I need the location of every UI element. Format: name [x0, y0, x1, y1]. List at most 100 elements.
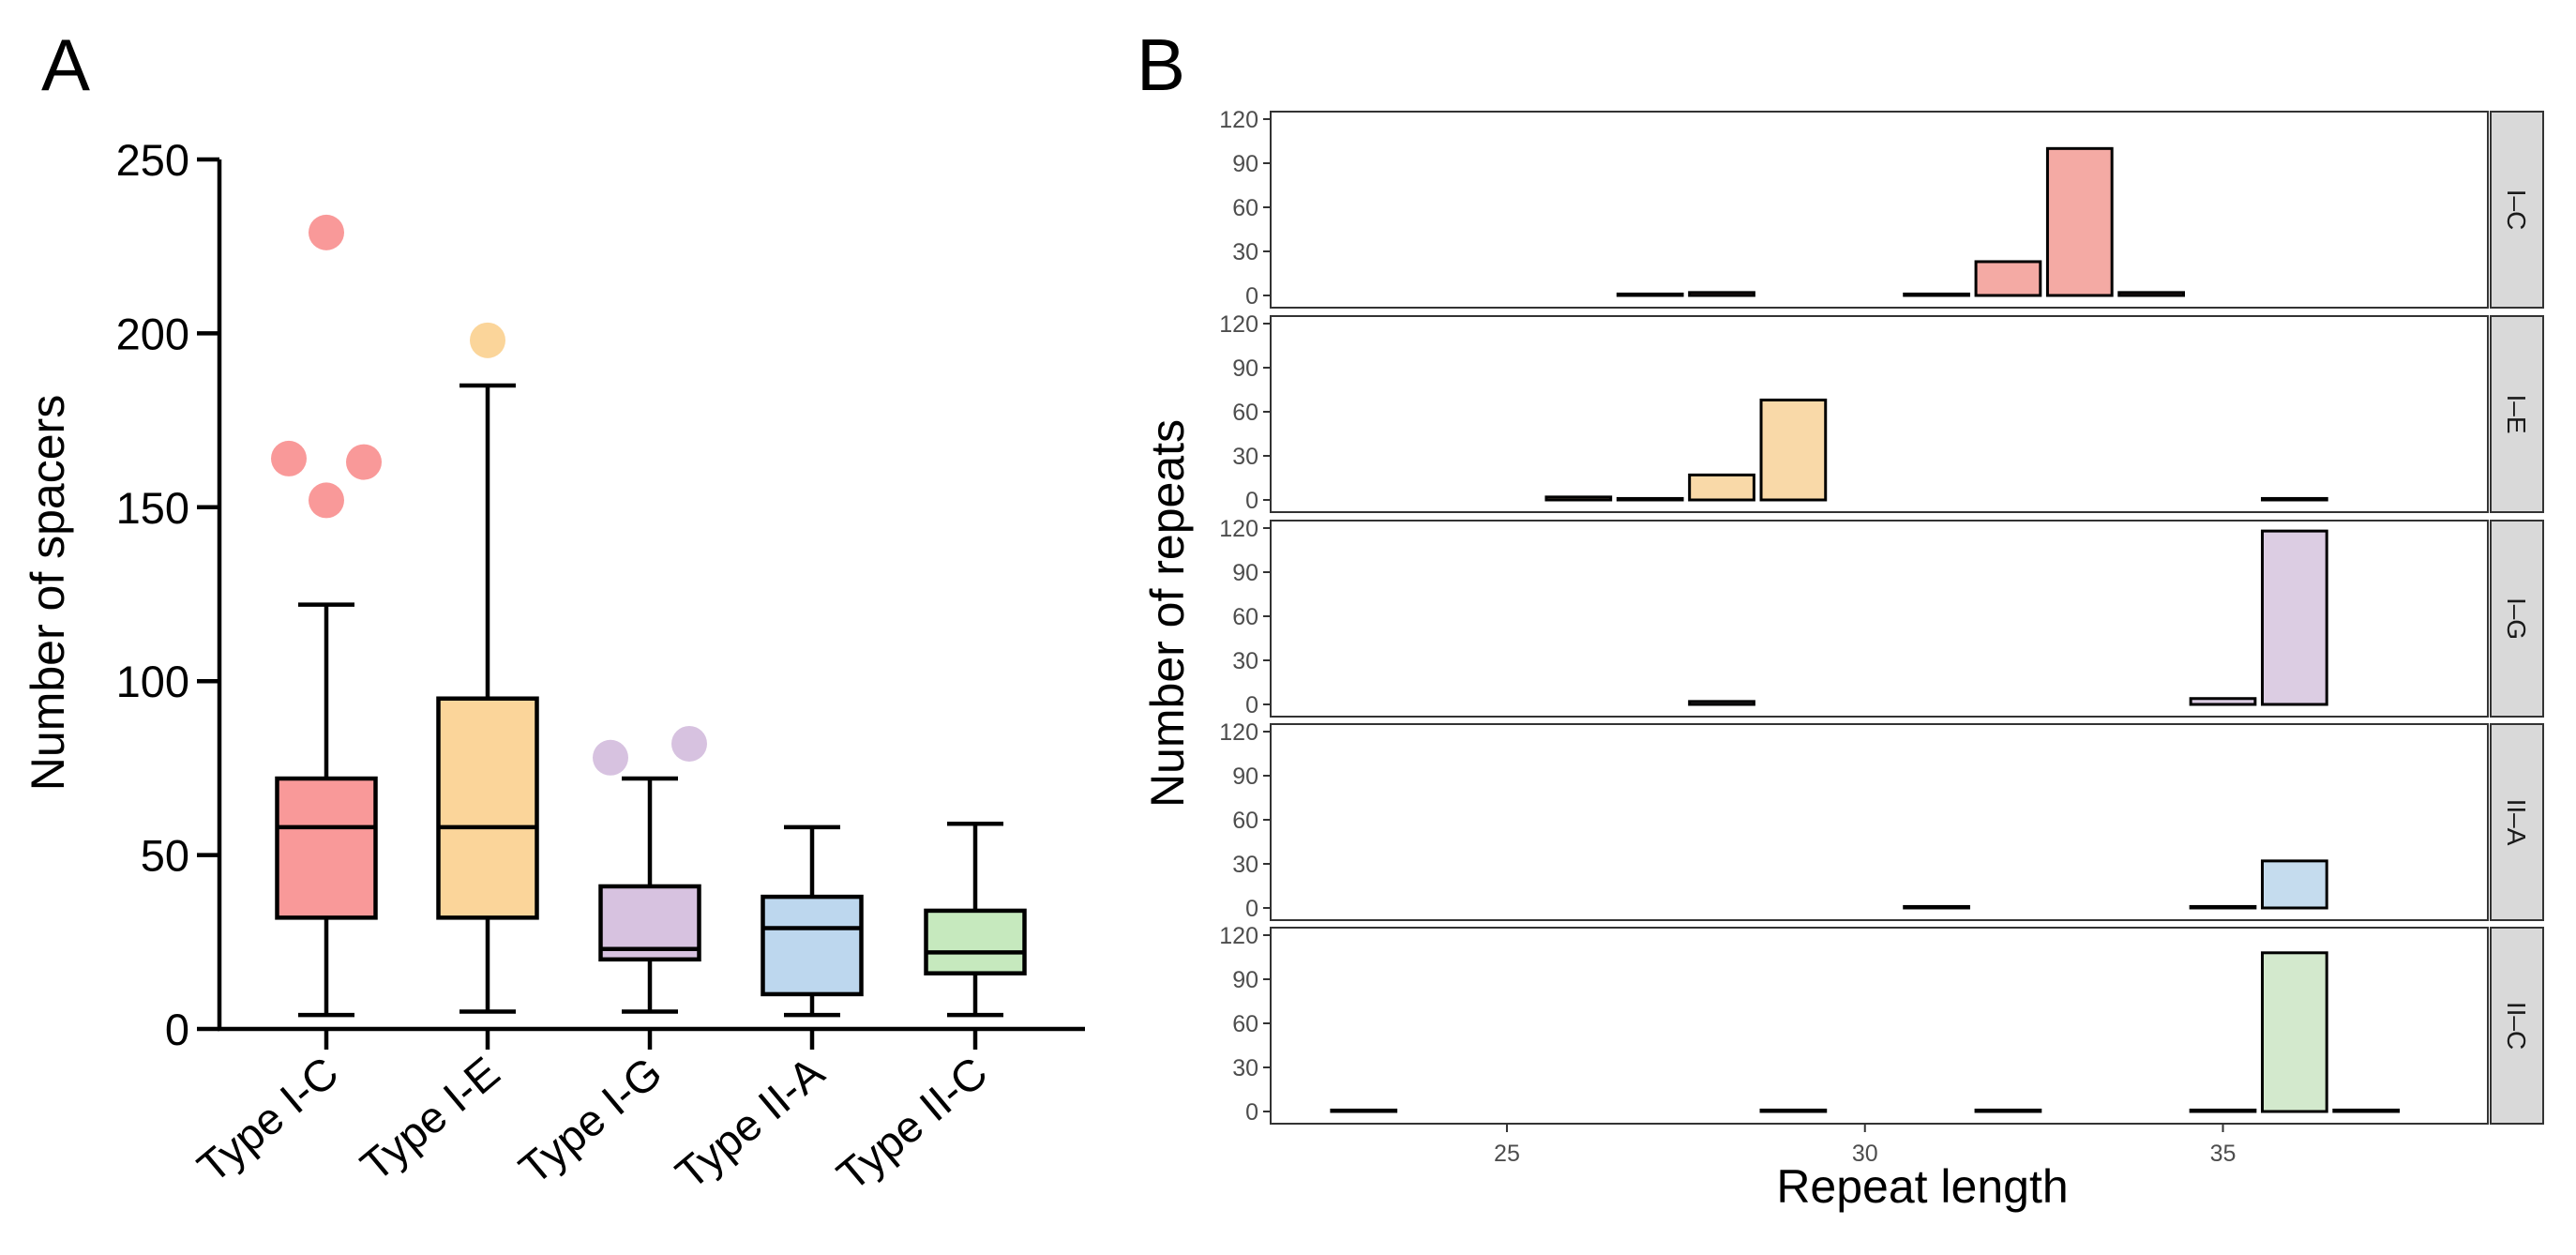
y-tick-label: 60 [1232, 808, 1258, 834]
y-tick-label: 100 [116, 657, 189, 706]
histogram-bar [1974, 1108, 2042, 1113]
y-tick-label: 60 [1232, 195, 1258, 221]
y-tick-label: 120 [1219, 107, 1258, 133]
y-tick-label: 30 [1232, 444, 1258, 470]
histogram-bar [1688, 291, 1755, 297]
box-type-i-g [593, 725, 707, 1014]
histogram-bar [1759, 1108, 1828, 1113]
panel-a-label: A [41, 23, 90, 106]
histogram-bar [1616, 292, 1684, 297]
facet-strip-label: II–C [2502, 1002, 2531, 1050]
facet-strip-label: I–E [2502, 394, 2531, 433]
histogram-bar [2260, 529, 2328, 706]
histogram-bar [2260, 496, 2328, 502]
histogram-bar [2045, 146, 2114, 297]
outlier-point [593, 739, 628, 776]
box-iqr [924, 908, 1027, 975]
x-tick-label: Type I-G [509, 1047, 670, 1193]
x-tick-label: Type II-A [666, 1047, 834, 1199]
repeat-length-histograms: I–C0306090120I–E0306090120I–G0306090120I… [1141, 107, 2544, 1213]
outlier-point [271, 440, 307, 476]
facet-ii-c: II–C 0 30 60 90 120 [1219, 923, 2544, 1126]
histogram-bar [1903, 292, 1970, 297]
histogram-bar [1688, 700, 1755, 706]
histogram-bar [2189, 904, 2257, 910]
box-type-ii-a [761, 824, 864, 1018]
box-type-ii-c [924, 821, 1027, 1018]
histogram-bar [1330, 1108, 1398, 1113]
histogram-bar [2260, 951, 2328, 1113]
facet-i-g: I–G 0 30 60 90 120 [1219, 516, 2544, 718]
box-iqr [275, 776, 378, 920]
y-tick-label: 90 [1232, 560, 1258, 586]
facet-strip-label: II–A [2502, 799, 2531, 846]
x-tick-label: Type II-C [827, 1047, 996, 1200]
x-tick-label: 25 [1494, 1141, 1520, 1167]
y-tick-label: 120 [1219, 311, 1258, 338]
y-tick-label: 0 [1245, 1099, 1258, 1126]
box-type-i-c [271, 214, 382, 1018]
histogram-bar [1903, 904, 1970, 910]
facet-i-e: I–E 0 30 60 90 120 [1219, 311, 2544, 514]
y-tick-label: 30 [1232, 1055, 1258, 1081]
y-tick-label: 90 [1232, 355, 1258, 382]
boxplot-y-axis-title: Number of spacers [22, 395, 74, 791]
outlier-point [309, 482, 344, 519]
box-iqr [436, 696, 539, 920]
outlier-point [671, 725, 707, 762]
histogram-bar [2332, 1108, 2401, 1113]
histogram-x-axis-title: Repeat length [1776, 1160, 2068, 1213]
y-tick-label: 250 [116, 135, 189, 185]
y-tick-label: 120 [1219, 923, 1258, 949]
y-tick-label: 30 [1232, 852, 1258, 878]
y-tick-label: 30 [1232, 239, 1258, 265]
facet-strip-label: I–C [2502, 189, 2531, 231]
histogram-bar [1544, 495, 1613, 502]
panel-b-label: B [1137, 23, 1185, 106]
y-tick-label: 60 [1232, 604, 1258, 630]
y-tick-label: 0 [1245, 896, 1258, 922]
histogram-bar [2189, 1108, 2257, 1113]
y-tick-label: 120 [1219, 516, 1258, 542]
histogram-bar [1974, 260, 2042, 297]
y-tick-label: 0 [1245, 692, 1258, 718]
facet-ii-a: II–A 0 30 60 90 120 [1219, 719, 2544, 922]
y-tick-label: 90 [1232, 151, 1258, 177]
facet-panel-border [1270, 111, 2489, 309]
x-tick-label: Type I-C [188, 1047, 347, 1192]
y-tick-label: 200 [116, 309, 189, 358]
facet-strip [2490, 111, 2544, 309]
outlier-point [346, 444, 382, 480]
y-tick-label: 30 [1232, 648, 1258, 674]
y-tick-label: 60 [1232, 1011, 1258, 1037]
box-type-i-e [436, 322, 539, 1014]
y-tick-label: 0 [1245, 283, 1258, 310]
y-tick-label: 0 [1245, 488, 1258, 514]
histogram-bar [1616, 496, 1684, 502]
y-tick-label: 50 [141, 831, 189, 881]
y-tick-label: 90 [1232, 967, 1258, 993]
x-tick-label: 35 [2210, 1141, 2237, 1167]
facet-strip [2490, 520, 2544, 718]
facet-strip [2490, 723, 2544, 921]
y-tick-label: 120 [1219, 719, 1258, 746]
facet-strip [2490, 315, 2544, 513]
spacer-count-boxplot: 0 50 100 150 200 250 Type I-C Type I-E Type I-G… [22, 135, 1085, 1200]
facet-panel-border [1270, 315, 2489, 513]
y-tick-label: 150 [116, 483, 189, 533]
histogram-bar [1759, 398, 1828, 502]
x-tick-label: Type I-E [351, 1047, 508, 1190]
y-tick-label: 60 [1232, 400, 1258, 426]
histogram-bar [2189, 697, 2257, 706]
outlier-point [470, 322, 505, 358]
histogram-y-axis-title: Number of repeats [1141, 419, 1194, 808]
x-tick-label: 30 [1852, 1141, 1878, 1167]
facet-strip [2490, 927, 2544, 1125]
facet-strip-label: I–G [2502, 597, 2531, 640]
histogram-bar [1688, 473, 1755, 502]
histogram-bar [2117, 291, 2186, 297]
outlier-point [309, 214, 344, 250]
box-iqr [761, 894, 864, 997]
facet-i-c: I–C 0 30 60 90 120 [1219, 107, 2544, 310]
